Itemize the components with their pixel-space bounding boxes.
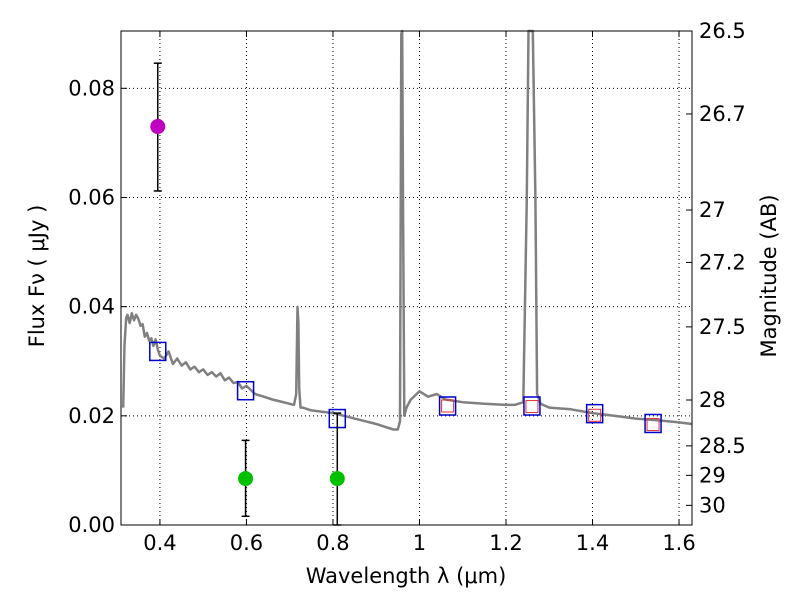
plot-frame: [120, 30, 693, 526]
right-tick-label: 27: [699, 198, 726, 222]
axis-ticks: 0.4 0.6 0.8 1 1.2 1.4 1.6 0.00 0.02 0.04 0.06 0.08 2…: [68, 19, 746, 555]
x-tick-label: 1.2: [489, 531, 522, 555]
right-tick-label: 27.5: [699, 315, 746, 339]
x-tick-label: 0.8: [316, 531, 349, 555]
model-photometry-marker: [438, 396, 457, 416]
y-tick-label: 0.00: [68, 513, 115, 537]
model-photometry-marker: [149, 341, 167, 362]
right-tick-label: 28.5: [699, 434, 746, 458]
right-tick-label: 26.5: [699, 19, 746, 43]
plot-area: [121, 29, 693, 526]
y-tick-label: 0.02: [68, 404, 115, 428]
y-tick-label: 0.06: [68, 185, 115, 209]
model-photometry-marker: [585, 403, 604, 424]
x-tick-label: 1.6: [662, 531, 695, 555]
x-axis-label: Wavelength λ (μm): [306, 564, 507, 588]
observed-photometry-marker: [588, 408, 602, 422]
detection-point: [238, 471, 254, 487]
right-tick-label: 27.2: [699, 250, 746, 274]
y-tick-label: 0.04: [68, 295, 115, 319]
x-tick-label: 1.4: [576, 531, 609, 555]
right-tick-label: 26.7: [699, 102, 746, 126]
model-photometry-marker: [236, 380, 255, 401]
right-axis-label: Magnitude (AB): [757, 194, 781, 357]
right-tick-label: 28: [699, 388, 726, 412]
y-axis-label: Flux Fν ( μJy ): [25, 205, 49, 348]
model-photometry-marker: [523, 396, 541, 416]
x-tick-label: 1: [413, 531, 426, 555]
y-tick-label: 0.08: [68, 76, 115, 100]
x-tick-label: 0.6: [230, 531, 263, 555]
detection-point: [150, 119, 166, 135]
detection-point: [329, 471, 345, 487]
right-tick-label: 29: [699, 463, 726, 487]
observed-photometry-marker: [646, 418, 660, 432]
observed-photometry-marker: [525, 400, 539, 414]
observed-photometry-marker: [441, 399, 455, 413]
x-tick-label: 0.4: [143, 531, 176, 555]
model-photometry-marker: [644, 413, 662, 434]
right-tick-label: 30: [699, 493, 726, 517]
